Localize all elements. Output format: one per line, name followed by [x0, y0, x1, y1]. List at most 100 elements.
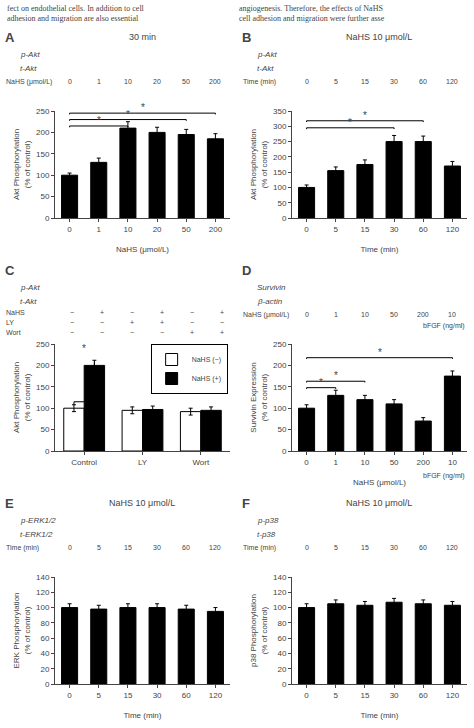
svg-text:50: 50 — [40, 425, 49, 434]
svg-text:10: 10 — [448, 458, 457, 467]
svg-text:5: 5 — [334, 225, 339, 234]
svg-text:1: 1 — [334, 458, 339, 467]
svg-text:20: 20 — [153, 225, 162, 234]
svg-text:+: + — [130, 319, 134, 326]
svg-text:30: 30 — [153, 544, 161, 551]
svg-text:angiogenesis. Therefore, the e: angiogenesis. Therefore, the effects of … — [239, 4, 385, 23]
svg-text:200: 200 — [209, 78, 221, 85]
svg-text:*: * — [82, 343, 86, 354]
svg-text:p-Akt: p-Akt — [257, 50, 277, 59]
svg-text:LY: LY — [138, 458, 148, 467]
svg-text:20: 20 — [153, 78, 161, 85]
svg-text:350: 350 — [273, 107, 287, 116]
svg-text:−: − — [190, 319, 194, 326]
svg-text:100: 100 — [36, 171, 50, 180]
svg-text:50: 50 — [390, 311, 398, 318]
svg-text:100: 100 — [36, 404, 50, 413]
svg-text:200: 200 — [36, 128, 50, 137]
svg-text:Time (min): Time (min) — [243, 78, 276, 86]
svg-text:120: 120 — [273, 588, 287, 597]
svg-text:0: 0 — [45, 680, 50, 689]
svg-text:30: 30 — [390, 225, 399, 234]
svg-text:+: + — [100, 309, 104, 316]
svg-text:50: 50 — [182, 225, 191, 234]
svg-text:50: 50 — [40, 192, 49, 201]
svg-text:*: * — [363, 110, 367, 121]
svg-text:60: 60 — [182, 544, 190, 551]
svg-text:50: 50 — [277, 425, 286, 434]
svg-text:60: 60 — [419, 78, 427, 85]
svg-text:120: 120 — [36, 588, 50, 597]
svg-text:0: 0 — [304, 225, 309, 234]
svg-text:Control: Control — [71, 458, 97, 467]
svg-text:NaHS (μmol/L): NaHS (μmol/L) — [353, 478, 406, 487]
svg-text:5: 5 — [334, 78, 338, 85]
svg-text:150: 150 — [273, 383, 287, 392]
svg-text:+: + — [190, 329, 194, 336]
svg-text:5: 5 — [97, 544, 101, 551]
svg-text:5: 5 — [334, 544, 338, 551]
svg-text:50: 50 — [182, 78, 190, 85]
svg-text:Time (min): Time (min) — [243, 544, 276, 552]
svg-text:0: 0 — [304, 691, 309, 700]
svg-text:−: − — [190, 309, 194, 316]
svg-text:200: 200 — [273, 361, 287, 370]
svg-text:*: * — [319, 377, 323, 388]
svg-text:250: 250 — [273, 340, 287, 349]
svg-text:40: 40 — [40, 649, 49, 658]
svg-text:80: 80 — [277, 619, 286, 628]
svg-text:−: − — [130, 309, 134, 316]
svg-text:10: 10 — [123, 225, 132, 234]
svg-text:30: 30 — [390, 691, 399, 700]
svg-text:+: + — [220, 309, 224, 316]
svg-text:B: B — [242, 30, 251, 45]
svg-text:NaHS (−): NaHS (−) — [192, 356, 221, 364]
svg-text:*: * — [141, 102, 145, 113]
svg-text:1: 1 — [97, 225, 102, 234]
svg-text:15: 15 — [361, 78, 369, 85]
svg-text:−: − — [130, 329, 134, 336]
svg-text:NaHS: NaHS — [6, 309, 25, 316]
svg-text:t-ERK1/2: t-ERK1/2 — [20, 530, 53, 539]
svg-text:Akt Phosphorylation(% of contr: Akt Phosphorylation(% of control) — [249, 129, 268, 200]
svg-text:p38 Phosphorylation(% of contr: p38 Phosphorylation(% of control) — [249, 594, 268, 667]
svg-text:60: 60 — [182, 691, 191, 700]
svg-text:0: 0 — [67, 691, 72, 700]
svg-text:60: 60 — [419, 544, 427, 551]
svg-text:*: * — [334, 370, 338, 381]
svg-text:200: 200 — [417, 458, 431, 467]
svg-text:5: 5 — [97, 691, 102, 700]
svg-text:120: 120 — [446, 691, 460, 700]
svg-text:D: D — [242, 263, 251, 278]
svg-text:t-Akt: t-Akt — [257, 64, 274, 73]
svg-text:−: − — [220, 319, 224, 326]
svg-text:0: 0 — [305, 544, 309, 551]
svg-text:E: E — [5, 496, 14, 511]
svg-text:bFGF (ng/ml): bFGF (ng/ml) — [423, 472, 465, 480]
svg-text:Time (min): Time (min) — [124, 711, 162, 720]
svg-text:140: 140 — [273, 573, 287, 582]
svg-text:10: 10 — [124, 78, 132, 85]
svg-text:15: 15 — [123, 691, 132, 700]
svg-text:30: 30 — [390, 544, 398, 551]
svg-text:*: * — [126, 109, 130, 120]
svg-text:Time (min): Time (min) — [361, 711, 399, 720]
svg-text:100: 100 — [36, 603, 50, 612]
svg-text:0: 0 — [282, 680, 287, 689]
svg-text:60: 60 — [419, 691, 428, 700]
svg-text:−: − — [70, 329, 74, 336]
svg-text:30 min: 30 min — [129, 32, 156, 42]
svg-text:Time (min): Time (min) — [6, 544, 39, 552]
svg-text:120: 120 — [446, 225, 460, 234]
svg-text:10: 10 — [448, 311, 456, 318]
svg-text:t-Akt: t-Akt — [20, 297, 37, 306]
svg-text:100: 100 — [273, 183, 287, 192]
svg-text:120: 120 — [446, 544, 458, 551]
svg-text:p-Akt: p-Akt — [20, 283, 40, 292]
svg-text:200: 200 — [36, 361, 50, 370]
svg-text:20: 20 — [277, 665, 286, 674]
svg-text:0: 0 — [305, 311, 309, 318]
svg-text:+: + — [160, 309, 164, 316]
svg-text:0: 0 — [45, 214, 50, 223]
svg-text:F: F — [242, 496, 250, 511]
